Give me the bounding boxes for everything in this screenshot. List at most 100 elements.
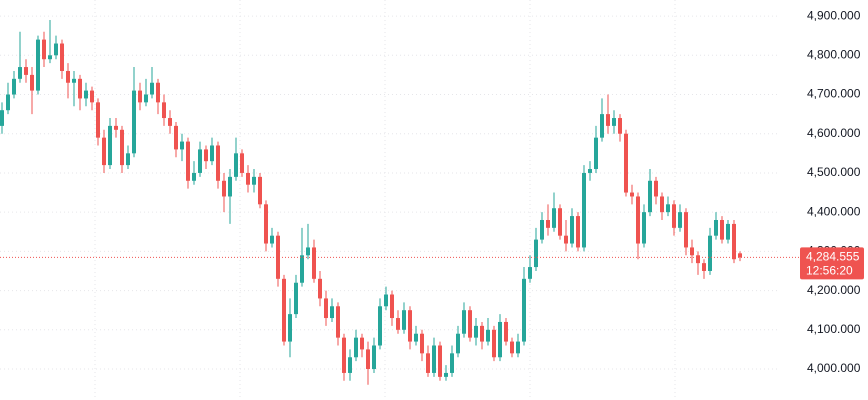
candle-body <box>60 43 64 71</box>
candle-body <box>234 153 238 177</box>
candle-body <box>132 90 136 154</box>
candle-body <box>12 78 16 95</box>
y-tick-label: 4,900.000 <box>807 8 861 22</box>
candle-body <box>396 318 400 330</box>
price-label-box <box>800 247 864 280</box>
candle-body <box>6 94 10 111</box>
candle-body <box>660 196 664 213</box>
candle-body <box>90 90 94 103</box>
candle-body <box>246 172 250 185</box>
candle-body <box>240 153 244 173</box>
candle-body <box>522 278 526 342</box>
candle-body <box>294 282 298 315</box>
y-tick-label: 4,800.000 <box>807 47 861 61</box>
candle-body <box>258 176 262 205</box>
candle-body <box>606 114 610 126</box>
y-tick-label: 4,200.000 <box>807 283 861 297</box>
candle-body <box>264 204 268 244</box>
candle-body <box>738 253 742 258</box>
candle-body <box>468 310 472 338</box>
candle-body <box>450 353 454 373</box>
candle-body <box>486 329 490 342</box>
candle-body <box>186 141 190 181</box>
candle-body <box>648 180 652 213</box>
vertical-grid <box>94 0 676 400</box>
candle-body <box>42 39 46 60</box>
candle-body <box>330 306 334 319</box>
candle-body <box>0 110 4 126</box>
candle-body <box>546 220 550 228</box>
candle-body <box>654 180 658 197</box>
candle-body <box>108 125 112 166</box>
candle-body <box>504 321 508 342</box>
candle-body <box>30 74 34 91</box>
candle-body <box>324 298 328 319</box>
candle-body <box>96 102 100 138</box>
y-tick-label: 4,000.000 <box>807 361 861 375</box>
candle-body <box>528 267 532 279</box>
candle-body <box>456 333 460 354</box>
candle-body <box>714 220 718 236</box>
candle-body <box>354 337 358 358</box>
candle-body <box>702 263 706 271</box>
candle-body <box>474 325 478 338</box>
candle-body <box>348 357 352 373</box>
candle-body <box>402 310 406 330</box>
y-tick-label: 4,600.000 <box>807 126 861 140</box>
candle-body <box>198 149 202 173</box>
y-tick-label: 4,400.000 <box>807 204 861 218</box>
candle-body <box>438 345 442 377</box>
candle-body <box>624 133 628 193</box>
candle-body <box>444 372 448 377</box>
candle-body <box>384 294 388 307</box>
candle-body <box>594 137 598 170</box>
candle-body <box>138 90 142 103</box>
price-label: 4,284.555 <box>806 250 860 264</box>
candle-body <box>144 94 148 103</box>
candle-body <box>282 278 286 342</box>
candle-body <box>24 67 28 75</box>
candle-body <box>66 70 70 83</box>
candle-body <box>540 220 544 240</box>
candle-body <box>630 192 634 197</box>
candle-body <box>360 337 364 350</box>
candle-body <box>678 212 682 228</box>
y-tick-label: 4,100.000 <box>807 322 861 336</box>
candle-body <box>534 239 538 268</box>
candle-body <box>642 212 646 244</box>
candle-body <box>54 43 58 56</box>
candle-body <box>564 235 568 244</box>
candle-body <box>126 153 130 166</box>
candle-body <box>48 55 52 60</box>
candle-body <box>318 278 322 299</box>
candle-body <box>696 255 700 264</box>
candle-body <box>666 204 670 213</box>
candle-body <box>336 306 340 338</box>
candle-body <box>270 235 274 244</box>
candle-body <box>150 82 154 95</box>
candle-body <box>306 247 310 256</box>
candle-body <box>570 216 574 244</box>
candle-body <box>690 247 694 256</box>
candle-body <box>312 247 316 279</box>
candle-body <box>102 137 106 166</box>
candle-body <box>192 172 196 181</box>
candle-body <box>462 310 466 334</box>
candle-body <box>120 129 124 166</box>
candle-body <box>612 118 616 126</box>
candle-body <box>600 114 604 138</box>
candle-body <box>432 345 436 373</box>
candle-body <box>72 78 76 83</box>
candle-body <box>162 102 166 119</box>
candle-body <box>726 223 730 240</box>
candle-body <box>732 223 736 260</box>
candle-body <box>114 125 118 130</box>
candle-body <box>720 220 724 240</box>
candle-body <box>222 180 226 197</box>
candle-body <box>228 176 232 197</box>
candle-body <box>84 90 88 99</box>
candle-body <box>300 255 304 283</box>
candle-body <box>378 306 382 346</box>
candle-body <box>558 208 562 236</box>
candle-body <box>288 314 292 342</box>
